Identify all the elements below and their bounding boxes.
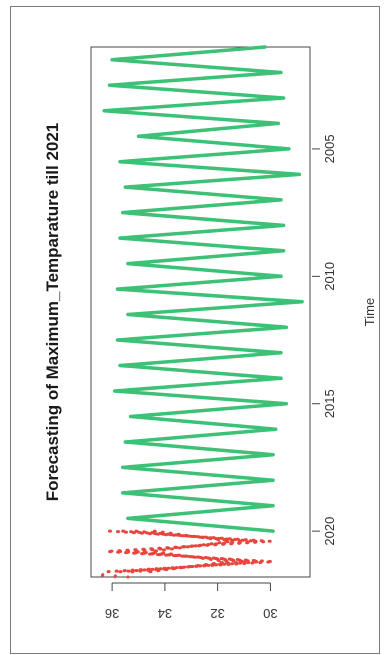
x-tick-label: 2015 [322,389,337,418]
chart-frame: 2005 2010 2015 2020 30 32 34 36 Forecasting of… [10,6,380,654]
x-axis: 2005 2010 2015 2020 [312,134,337,546]
forecast-series-line-3 [126,529,249,579]
x-tick-label: 2005 [322,134,337,163]
y-tick-label: 34 [158,606,172,621]
series-layer [100,45,304,579]
y-tick-label: 32 [210,606,224,621]
x-axis-label: Time [362,298,377,326]
x-tick-label: 2010 [322,262,337,291]
plot-area [90,46,311,578]
y-tick-label: 30 [263,606,277,621]
forecast-series-line-2 [144,529,233,579]
forecast-series-line-4 [100,529,275,579]
y-tick-label: 36 [105,606,119,621]
x-tick-label: 2020 [322,517,337,546]
y-axis: 30 32 34 36 [105,582,278,621]
chart-title: Forecasting of Maximum_Temparature till … [43,123,62,502]
actual-series-line [102,45,304,533]
forecast-chart: 2005 2010 2015 2020 30 32 34 36 Forecasting of… [43,45,377,621]
